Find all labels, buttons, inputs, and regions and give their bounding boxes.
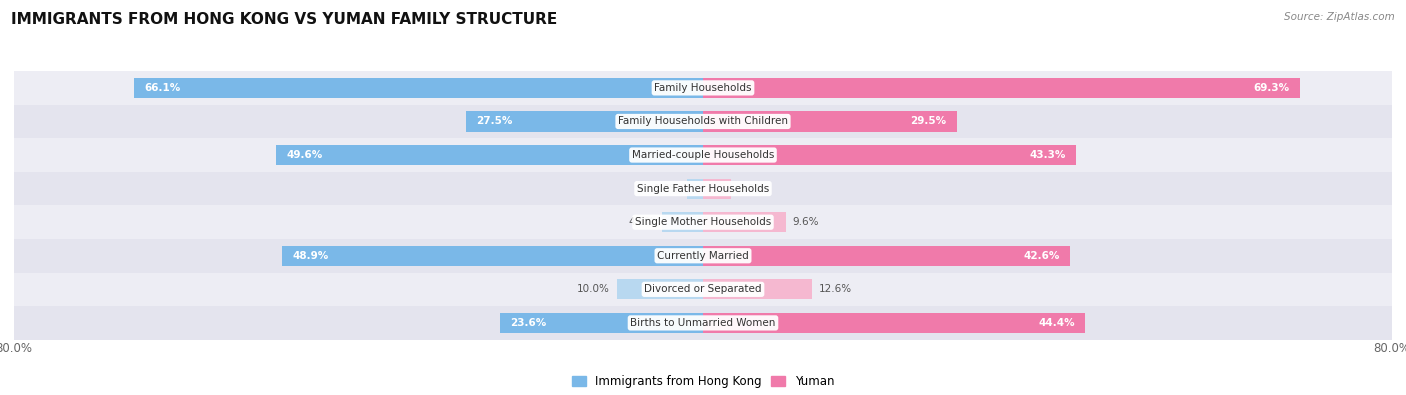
Text: 1.8%: 1.8%: [654, 184, 681, 194]
Text: 43.3%: 43.3%: [1029, 150, 1066, 160]
Bar: [617, 279, 703, 299]
Bar: [14, 239, 1392, 273]
Text: Family Households: Family Households: [654, 83, 752, 93]
Bar: [14, 172, 1392, 205]
Text: Single Father Households: Single Father Households: [637, 184, 769, 194]
Bar: [14, 138, 1392, 172]
Bar: [14, 273, 1392, 306]
Text: Currently Married: Currently Married: [657, 251, 749, 261]
Bar: [703, 145, 1076, 165]
Bar: [499, 313, 703, 333]
Text: Source: ZipAtlas.com: Source: ZipAtlas.com: [1284, 12, 1395, 22]
Bar: [703, 313, 1085, 333]
Bar: [703, 78, 1299, 98]
Bar: [281, 246, 703, 266]
Text: Single Mother Households: Single Mother Households: [636, 217, 770, 227]
Text: 66.1%: 66.1%: [143, 83, 180, 93]
Text: 44.4%: 44.4%: [1039, 318, 1076, 328]
Bar: [134, 78, 703, 98]
Bar: [688, 179, 703, 199]
Text: 27.5%: 27.5%: [477, 117, 513, 126]
Bar: [703, 246, 1070, 266]
Text: 42.6%: 42.6%: [1024, 251, 1060, 261]
Text: 69.3%: 69.3%: [1253, 83, 1289, 93]
Bar: [703, 212, 786, 232]
Bar: [276, 145, 703, 165]
Text: 9.6%: 9.6%: [793, 217, 820, 227]
Text: Divorced or Separated: Divorced or Separated: [644, 284, 762, 294]
Bar: [703, 279, 811, 299]
Bar: [14, 306, 1392, 340]
Text: Married-couple Households: Married-couple Households: [631, 150, 775, 160]
Bar: [662, 212, 703, 232]
Bar: [14, 105, 1392, 138]
Text: 12.6%: 12.6%: [818, 284, 852, 294]
Text: 48.9%: 48.9%: [292, 251, 329, 261]
Text: 49.6%: 49.6%: [287, 150, 322, 160]
Text: IMMIGRANTS FROM HONG KONG VS YUMAN FAMILY STRUCTURE: IMMIGRANTS FROM HONG KONG VS YUMAN FAMIL…: [11, 12, 558, 27]
Bar: [703, 111, 957, 132]
Text: 10.0%: 10.0%: [576, 284, 610, 294]
Bar: [14, 205, 1392, 239]
Text: 4.8%: 4.8%: [628, 217, 655, 227]
Text: 29.5%: 29.5%: [911, 117, 946, 126]
Text: Births to Unmarried Women: Births to Unmarried Women: [630, 318, 776, 328]
Bar: [467, 111, 703, 132]
Text: 3.3%: 3.3%: [738, 184, 765, 194]
Bar: [14, 71, 1392, 105]
Bar: [703, 179, 731, 199]
Legend: Immigrants from Hong Kong, Yuman: Immigrants from Hong Kong, Yuman: [567, 371, 839, 393]
Text: Family Households with Children: Family Households with Children: [619, 117, 787, 126]
Text: 23.6%: 23.6%: [510, 318, 547, 328]
